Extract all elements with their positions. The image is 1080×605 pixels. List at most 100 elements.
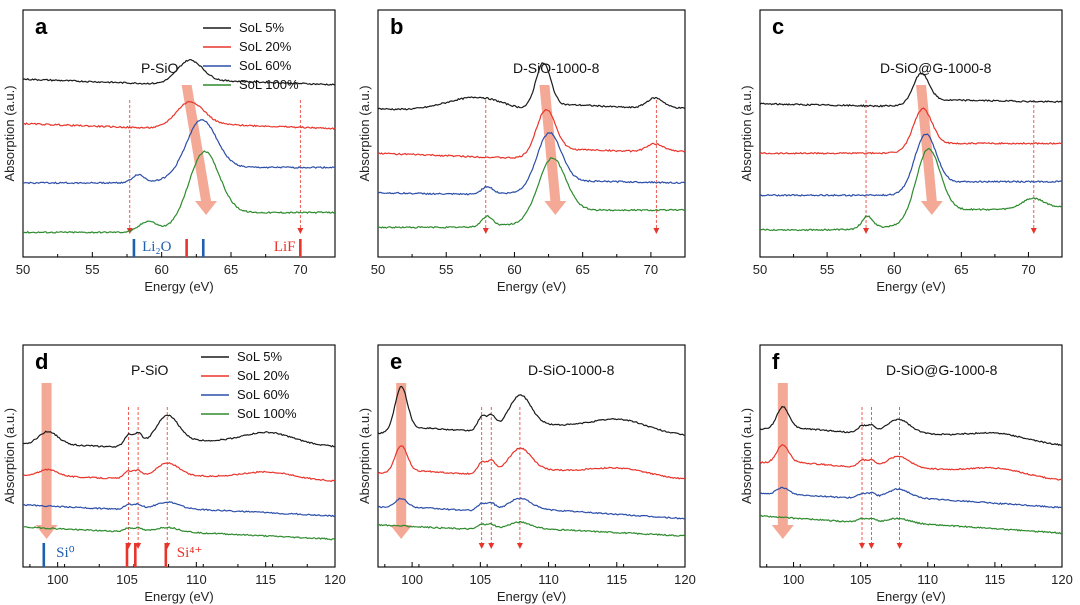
- panel-letter: c: [772, 14, 784, 39]
- x-tick-label: 70: [293, 262, 307, 277]
- legend-label: SoL 60%: [239, 58, 292, 73]
- panel-a: 50 55 60 65 70 Energy (eV) Absorption (a.u.) a P…: [2, 9, 336, 294]
- reference-label: LiF: [274, 239, 296, 255]
- panel-b: 50 55 60 65 70 Energy (eV) Absorption (a.u.) b D…: [357, 9, 686, 294]
- y-axis-label: Absorption (a.u.): [357, 408, 372, 504]
- x-axis-label: Energy (eV): [144, 589, 213, 604]
- plot-frame: [377, 344, 686, 568]
- series-line-sol-5-: [759, 405, 1063, 446]
- series-line-sol-60-: [22, 501, 336, 518]
- series-line-sol-5-: [377, 62, 686, 111]
- series-line-sol-100-: [377, 520, 686, 537]
- guide-arrowhead: [297, 228, 304, 234]
- x-tick-label: 105: [116, 572, 138, 587]
- series-line-sol-5-: [22, 58, 336, 86]
- guide-arrowhead: [653, 228, 660, 234]
- x-tick-label: 55: [85, 262, 99, 277]
- y-axis-label: Absorption (a.u.): [357, 85, 372, 181]
- series-line-sol-20-: [22, 461, 336, 482]
- reference-label: Si⁴⁺: [177, 545, 203, 561]
- guide-arrowhead: [896, 543, 903, 549]
- guide-arrowhead: [859, 543, 866, 549]
- panel-title: D-SiO@G-1000-8: [886, 362, 998, 378]
- legend-label: SoL 20%: [239, 39, 292, 54]
- y-axis-label: Absorption (a.u.): [2, 408, 17, 504]
- series-line-sol-20-: [759, 443, 1063, 481]
- panel-title: P-SiO: [131, 362, 168, 378]
- panel-title: P-SiO: [141, 60, 178, 76]
- guide-arrowhead: [482, 228, 489, 234]
- x-tick-label: 105: [469, 572, 491, 587]
- shift-arrow: [916, 85, 943, 215]
- plot-frame: [377, 9, 686, 258]
- x-tick-label: 120: [1051, 572, 1073, 587]
- x-tick-label: 65: [224, 262, 238, 277]
- guide-arrowhead: [1030, 228, 1037, 234]
- y-axis-label: Absorption (a.u.): [2, 85, 17, 181]
- shift-arrow: [35, 383, 58, 539]
- shift-arrow: [771, 383, 794, 539]
- x-axis-label: Energy (eV): [497, 279, 566, 294]
- guide-arrowhead: [478, 543, 485, 549]
- panel-d: 100 105 110 115 120 Energy (eV) Absorption (a.…: [2, 344, 346, 604]
- plot-frame: [759, 9, 1063, 258]
- x-axis-label: Energy (eV): [876, 279, 945, 294]
- x-axis-label: Energy (eV): [876, 589, 945, 604]
- x-tick-label: 110: [917, 572, 938, 587]
- guide-arrowhead: [516, 543, 523, 549]
- shift-arrow: [539, 85, 567, 215]
- x-tick-label: 110: [186, 572, 207, 587]
- guide-arrowhead: [488, 543, 495, 549]
- reference-label: Si⁰: [56, 545, 75, 561]
- x-tick-label: 100: [47, 572, 69, 587]
- x-tick-label: 110: [538, 572, 559, 587]
- x-tick-label: 60: [887, 262, 901, 277]
- x-tick-label: 60: [154, 262, 168, 277]
- series-line-sol-20-: [377, 108, 686, 159]
- series-line-sol-20-: [23, 100, 336, 131]
- series-line-sol-100-: [759, 514, 1063, 535]
- x-tick-label: 65: [954, 262, 968, 277]
- series-line-sol-100-: [22, 150, 336, 234]
- x-tick-label: 70: [644, 262, 658, 277]
- shift-arrow: [390, 383, 413, 539]
- panel-title: D-SiO-1000-8: [513, 60, 600, 76]
- legend-label: SoL 60%: [237, 387, 290, 402]
- series-line-sol-100-: [759, 147, 1063, 232]
- series-line-sol-60-: [759, 133, 1063, 197]
- x-tick-label: 55: [820, 262, 834, 277]
- legend-label: SoL 5%: [237, 349, 282, 364]
- panel-title: D-SiO-1000-8: [528, 362, 615, 378]
- panel-f: 100 105 110 115 120 Energy (eV) Absorption (a.…: [739, 344, 1073, 604]
- legend-label: SoL 5%: [239, 20, 284, 35]
- series-line-sol-100-: [22, 526, 336, 541]
- x-tick-label: 105: [850, 572, 872, 587]
- x-tick-label: 50: [16, 262, 30, 277]
- series-line-sol-60-: [22, 119, 336, 185]
- plot-frame: [22, 9, 336, 258]
- legend-label: SoL 20%: [237, 368, 290, 383]
- x-tick-label: 115: [985, 572, 1006, 587]
- y-axis-label: Absorption (a.u.): [739, 408, 754, 504]
- x-tick-label: 115: [606, 572, 627, 587]
- panel-letter: e: [390, 349, 402, 374]
- series-line-sol-60-: [377, 497, 686, 520]
- x-tick-label: 70: [1021, 262, 1035, 277]
- panel-letter: d: [35, 349, 48, 374]
- series-line-sol-60-: [378, 131, 686, 196]
- reference-label: Li₂O: [142, 239, 172, 255]
- series-line-sol-60-: [759, 486, 1063, 509]
- panel-title: D-SiO@G-1000-8: [880, 60, 992, 76]
- x-tick-label: 100: [783, 572, 805, 587]
- x-tick-label: 100: [401, 572, 423, 587]
- x-tick-label: 65: [575, 262, 589, 277]
- shift-arrow: [181, 85, 218, 215]
- x-tick-label: 50: [753, 262, 767, 277]
- plot-frame: [22, 344, 336, 568]
- panel-e: 100 105 110 115 120 Energy (eV) Absorption (a.…: [357, 344, 696, 604]
- x-axis-label: Energy (eV): [144, 279, 213, 294]
- series-line-sol-20-: [377, 445, 685, 480]
- series-line-sol-100-: [377, 157, 686, 229]
- plot-frame: [759, 344, 1063, 568]
